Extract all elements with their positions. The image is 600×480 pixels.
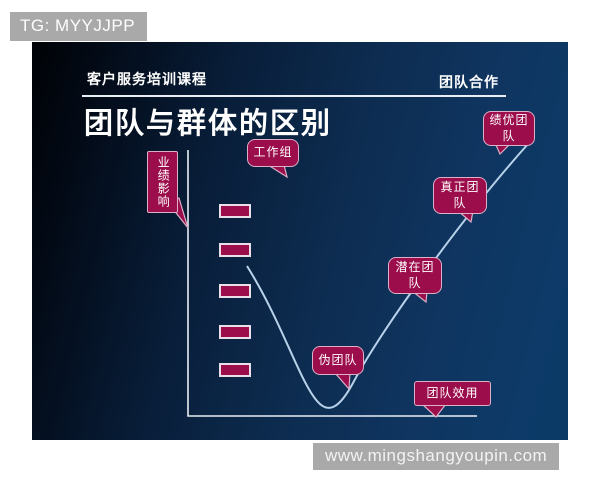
y-axis-label: 业绩影响 [147,151,178,213]
watermark-badge-bottom: www.mingshangyoupin.com [313,443,560,470]
performance-bar [219,284,251,298]
callout-tail-pseudo-team [333,372,351,391]
callout-real-team: 真正团队 [433,177,487,214]
callout-workgroup: 工作组 [247,139,299,167]
callout-potential-team: 潜在团队 [388,257,442,294]
callout-pseudo-team: 伪团队 [312,346,364,375]
header-topic: 团队合作 [439,76,499,91]
performance-bar [219,204,251,218]
performance-bar [219,363,251,377]
header-course-name: 客户服务培训课程 [87,73,207,88]
page-title: 团队与群体的区别 [84,108,333,140]
performance-bar [219,243,251,257]
performance-curve [246,143,529,409]
chart-canvas [168,142,529,418]
axis-lines [187,150,477,417]
header-divider [82,95,506,97]
watermark-badge-top: TG: MYYJJPP [10,12,148,41]
callout-team-utility: 团队效用 [414,381,491,406]
slide-canvas: 客户服务培训课程 团队合作 团队与群体的区别 业绩影响 工作组 伪团队 潜在团队… [32,42,568,440]
callout-high-performance-team: 绩优团队 [483,111,535,146]
performance-bar [219,325,251,339]
